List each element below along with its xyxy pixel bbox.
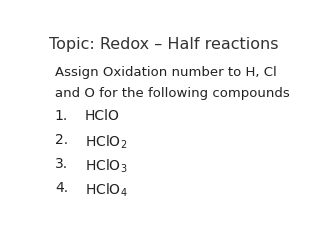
Text: 4.: 4. [55,181,68,195]
Text: 1.: 1. [55,109,68,123]
Text: Topic: Redox – Half reactions: Topic: Redox – Half reactions [49,37,279,52]
Text: 3.: 3. [55,157,68,171]
Text: $\mathregular{HClO_{3}}$: $\mathregular{HClO_{3}}$ [84,157,127,175]
Text: 2.: 2. [55,133,68,147]
Text: and O for the following compounds: and O for the following compounds [55,87,290,100]
Text: $\mathregular{HClO_{2}}$: $\mathregular{HClO_{2}}$ [84,133,127,151]
Text: HClO: HClO [84,109,119,123]
Text: Assign Oxidation number to H, Cl: Assign Oxidation number to H, Cl [55,66,276,79]
Text: $\mathregular{HClO_{4}}$: $\mathregular{HClO_{4}}$ [84,181,127,199]
